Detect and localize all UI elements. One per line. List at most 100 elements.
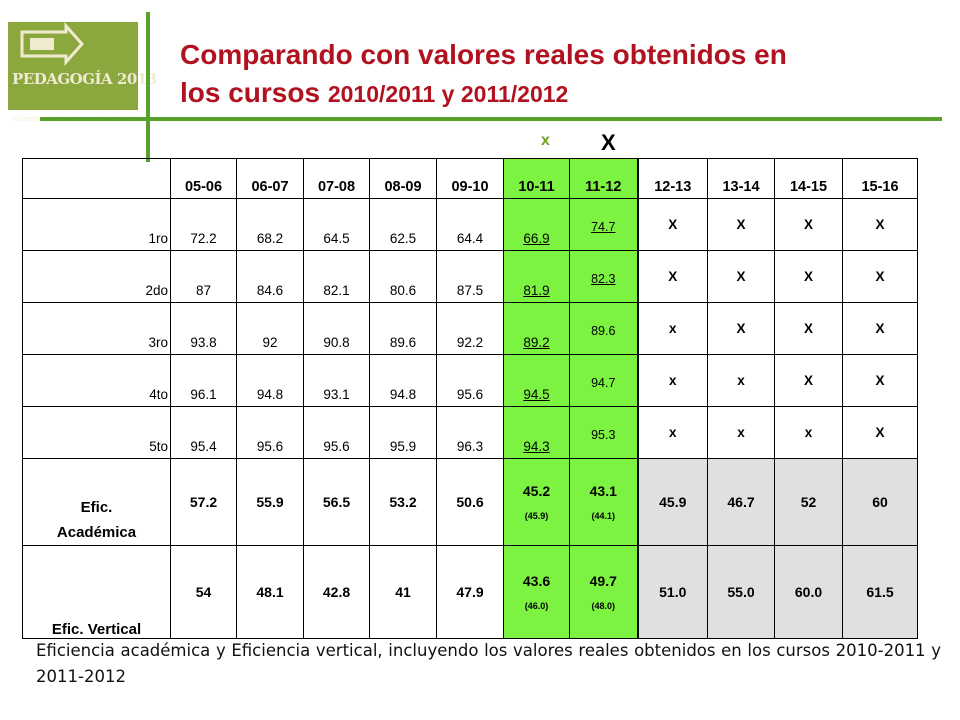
table-cell: 84.6 xyxy=(236,250,304,303)
table-cell: X xyxy=(842,354,918,407)
vertical-divider xyxy=(146,12,150,162)
table-cell: X xyxy=(842,406,918,459)
table-cell: 87 xyxy=(170,250,237,303)
table-row: 1ro 72.2 68.2 64.5 62.5 64.4 66.9 74.7 X… xyxy=(22,198,918,251)
table-cell: 47.9 xyxy=(436,545,504,639)
page-title: Comparando con valores reales obtenidos … xyxy=(180,36,920,113)
table-cell: X xyxy=(774,354,843,407)
table-cell: 94.8 xyxy=(369,354,437,407)
cell-sub-value: (46.0) xyxy=(524,601,549,611)
table-cell: X xyxy=(636,250,708,303)
row-label: 1ro xyxy=(22,198,171,251)
column-header: 14-15 xyxy=(774,158,843,199)
cell-sub-value: (44.1) xyxy=(591,511,615,521)
table-cell: 95.9 xyxy=(369,406,437,459)
table-cell: 43.6 (46.0) xyxy=(503,545,570,639)
cell-sub-value: (45.9) xyxy=(524,511,549,521)
cell-value: 43.1 xyxy=(589,483,617,499)
table-cell: 95.6 xyxy=(436,354,504,407)
table-row: 3ro 93.8 92 90.8 89.6 92.2 89.2 89.6 x X… xyxy=(22,302,918,355)
table-cell: X xyxy=(636,198,708,251)
pedagogia-mark-icon xyxy=(20,22,85,66)
table-cell: 89.2 xyxy=(503,302,570,355)
table-cell: 95.3 xyxy=(569,406,638,459)
row-label-line-1: Efic. xyxy=(80,499,113,516)
table-header-row: 05-06 06-07 07-08 08-09 09-10 10-11 11-1… xyxy=(22,158,918,199)
table-cell: 92.2 xyxy=(436,302,504,355)
table-cell: X xyxy=(774,250,843,303)
logo: PEDAGOGÍA 2013 Encuentro por la unidad d… xyxy=(8,22,157,123)
table-cell: 81.9 xyxy=(503,250,570,303)
table-row: 2do 87 84.6 82.1 80.6 87.5 81.9 82.3 X X… xyxy=(22,250,918,303)
column-header: 11-12 xyxy=(569,158,638,199)
table-cell: X xyxy=(707,302,775,355)
table-cell: x xyxy=(707,406,775,459)
table-cell: X xyxy=(842,250,918,303)
table-row-eficiencia-academica: Efic. Académica 57.2 55.9 56.5 53.2 50.6 … xyxy=(22,458,918,546)
table-cell: 61.5 xyxy=(842,545,918,639)
column-header: 13-14 xyxy=(707,158,775,199)
row-label-line-2: Académica xyxy=(56,524,137,541)
title-years: 2010/2011 y 2011/2012 xyxy=(327,81,569,107)
table-cell: 89.6 xyxy=(369,302,437,355)
table-cell: 51.0 xyxy=(636,545,708,639)
table-cell: 62.5 xyxy=(369,198,437,251)
table-cell: 94.7 xyxy=(569,354,638,407)
table-cell: 64.5 xyxy=(303,198,370,251)
table-cell: 94.8 xyxy=(236,354,304,407)
table-cell: x xyxy=(636,302,708,355)
table-cell: X xyxy=(842,198,918,251)
marker-small-x: x xyxy=(541,132,550,149)
column-header: 06-07 xyxy=(236,158,304,199)
cell-value: 43.6 xyxy=(522,573,551,589)
table-cell: 48.1 xyxy=(236,545,304,639)
title-line-2: los cursos 2010/2011 y 2011/2012 xyxy=(180,74,920,113)
table-cell: 96.3 xyxy=(436,406,504,459)
column-header: 10-11 xyxy=(503,158,570,199)
table-cell: 57.2 xyxy=(170,458,237,546)
row-label: 4to xyxy=(22,354,171,407)
table-cell: 87.5 xyxy=(436,250,504,303)
table-row: 4to 96.1 94.8 93.1 94.8 95.6 94.5 94.7 x… xyxy=(22,354,918,407)
table-cell: X xyxy=(842,302,918,355)
table-cell: 92 xyxy=(236,302,304,355)
efficiency-table: 05-06 06-07 07-08 08-09 09-10 10-11 11-1… xyxy=(22,158,918,639)
table-cell: 94.5 xyxy=(503,354,570,407)
table-cell: 56.5 xyxy=(303,458,370,546)
table-cell: X xyxy=(774,302,843,355)
table-cell: 82.1 xyxy=(303,250,370,303)
logo-title: PEDAGOGÍA 2013 xyxy=(12,70,157,88)
table-row: 5to 95.4 95.6 95.6 95.9 96.3 94.3 95.3 x… xyxy=(22,406,918,459)
table-cell: 42.8 xyxy=(303,545,370,639)
row-label: 2do xyxy=(22,250,171,303)
column-header: 09-10 xyxy=(436,158,504,199)
cell-value: 49.7 xyxy=(589,573,617,589)
cell-sub-value: (48.0) xyxy=(591,601,615,611)
table-row-eficiencia-vertical: Efic. Vertical 54 48.1 42.8 41 47.9 43.6… xyxy=(22,545,918,639)
marker-large-x: X xyxy=(601,130,616,155)
table-cell: 82.3 xyxy=(569,250,638,303)
table-cell: 45.2 (45.9) xyxy=(503,458,570,546)
table-cell: 43.1 (44.1) xyxy=(569,458,638,546)
table-cell: x xyxy=(707,354,775,407)
table-cell: 95.4 xyxy=(170,406,237,459)
table-cell: 55.0 xyxy=(707,545,775,639)
table-cell: x xyxy=(636,406,708,459)
table-cell: 93.8 xyxy=(170,302,237,355)
table-cell: 50.6 xyxy=(436,458,504,546)
cell-value: 45.2 xyxy=(522,483,551,499)
table-cell: X xyxy=(707,198,775,251)
table-cell: 90.8 xyxy=(303,302,370,355)
table-cell: 41 xyxy=(369,545,437,639)
table-cell: 54 xyxy=(170,545,237,639)
column-header: 05-06 xyxy=(170,158,237,199)
table-cell: x xyxy=(636,354,708,407)
table-cell: 72.2 xyxy=(170,198,237,251)
title-prefix: los cursos xyxy=(180,77,321,108)
table-cell: x xyxy=(774,406,843,459)
table-cell: X xyxy=(707,250,775,303)
table-cell: 52 xyxy=(774,458,843,546)
table-cell: 80.6 xyxy=(369,250,437,303)
table-cell: 95.6 xyxy=(303,406,370,459)
table-cell: 49.7 (48.0) xyxy=(569,545,638,639)
